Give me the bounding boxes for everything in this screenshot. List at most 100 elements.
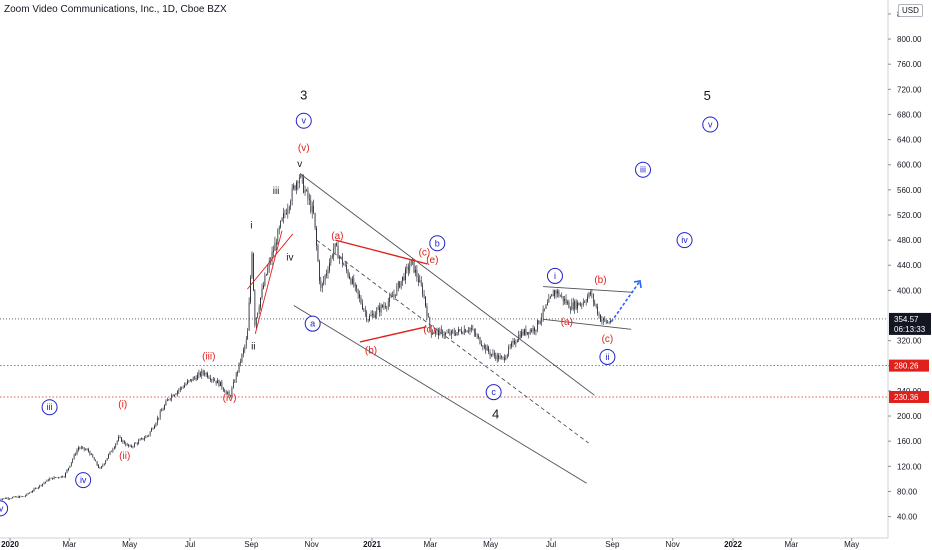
y-tick-label: 800.00 <box>897 35 922 44</box>
candle-body <box>479 337 481 344</box>
candle-body <box>228 392 230 396</box>
candle-body <box>340 256 342 258</box>
wave-circle <box>304 315 321 332</box>
candle-body <box>311 206 313 212</box>
triangle-bottom-line <box>359 326 427 343</box>
candle-body <box>156 418 158 424</box>
price-axis[interactable]: 880.00840.00800.00760.00720.00680.00640.… <box>887 0 932 550</box>
candle-body <box>152 428 154 430</box>
candle-body <box>99 467 101 469</box>
candle-body <box>495 355 497 360</box>
candle-body <box>413 260 415 273</box>
candle-body <box>372 313 373 316</box>
candle-body <box>278 227 280 231</box>
candle-body <box>366 312 368 320</box>
channel-upper-line <box>300 173 595 396</box>
candle-body <box>224 390 226 393</box>
candle-body <box>551 294 553 297</box>
flag-upper-line <box>543 286 634 293</box>
candle-body <box>329 263 330 271</box>
candle-body <box>585 301 587 303</box>
wave-label: (ii) <box>119 451 130 462</box>
candle-body <box>66 469 68 473</box>
candle-body <box>428 316 429 318</box>
wave-label: iii <box>273 186 280 197</box>
wave-label: (i) <box>118 399 127 410</box>
candle-body <box>197 374 198 380</box>
candle-body <box>443 335 445 336</box>
wave-circle <box>0 500 9 517</box>
candle-body <box>237 371 238 374</box>
wave-label: (c) <box>602 334 614 345</box>
candle-body <box>85 449 86 451</box>
candle-body <box>70 462 72 466</box>
wave-label: (v) <box>298 143 310 154</box>
candle-body <box>80 447 82 449</box>
candle-body <box>72 458 74 463</box>
candle-body <box>7 498 9 499</box>
candle-body <box>69 465 71 468</box>
candle-body <box>274 242 276 251</box>
candle-body <box>469 328 471 331</box>
candle-body <box>320 280 322 288</box>
candle-body <box>471 328 472 330</box>
candle-body <box>561 296 563 297</box>
wave-label: iii <box>47 402 53 412</box>
candle-body <box>151 428 152 432</box>
wave-circle <box>75 472 92 489</box>
candle-body <box>271 252 273 261</box>
candle-body <box>125 443 127 446</box>
x-tick-label: 2020 <box>1 540 19 549</box>
wave-circle <box>599 348 616 365</box>
candle-body <box>509 346 511 348</box>
candle-body <box>154 426 155 429</box>
candle-body <box>453 331 455 334</box>
candle-body <box>343 264 345 266</box>
candle-body <box>478 335 479 338</box>
y-tick-label: 560.00 <box>897 186 922 195</box>
candle-body <box>132 446 134 448</box>
candle-body <box>304 190 306 193</box>
candle-body <box>248 302 250 331</box>
candle-body <box>337 245 339 259</box>
candle-body <box>42 483 43 486</box>
candle-body <box>588 292 590 297</box>
candle-body <box>52 477 53 480</box>
candle-body <box>334 243 336 249</box>
candle-body <box>303 177 304 193</box>
candle-body <box>475 332 477 336</box>
x-tick-label: 2021 <box>363 540 381 549</box>
candle-body <box>177 391 178 394</box>
candle-body <box>179 387 181 390</box>
candle-body <box>607 322 608 324</box>
candle-body <box>455 333 456 336</box>
candle-body <box>518 334 520 341</box>
candle-body <box>194 377 195 379</box>
candle-body <box>574 301 576 310</box>
candle-body <box>608 322 610 323</box>
currency-badge[interactable]: USD <box>898 4 923 17</box>
candle-body <box>139 439 141 441</box>
candle-body <box>78 447 79 450</box>
y-tick-label: 520.00 <box>897 211 922 220</box>
candle-body <box>363 309 365 311</box>
candle-body <box>155 423 157 427</box>
candle-body <box>240 361 241 363</box>
candle-body <box>294 185 296 190</box>
candle-body <box>201 370 203 376</box>
candle-body <box>109 451 111 455</box>
y-tick-label: 40.00 <box>897 513 918 522</box>
candle-body <box>483 345 485 348</box>
candle-body <box>142 438 144 440</box>
candle-body <box>89 451 91 455</box>
wave-label: (c) <box>419 247 431 258</box>
candle-body <box>50 477 52 479</box>
candle-body <box>554 290 555 297</box>
candle-body <box>504 357 505 360</box>
y-tick-label: 760.00 <box>897 60 922 69</box>
time-axis[interactable]: 2020 Mar May Jul Sep Nov 2021 Mar May Jul Sep Nov 20… <box>0 537 888 549</box>
last-price-label: 354.57 <box>894 315 919 324</box>
